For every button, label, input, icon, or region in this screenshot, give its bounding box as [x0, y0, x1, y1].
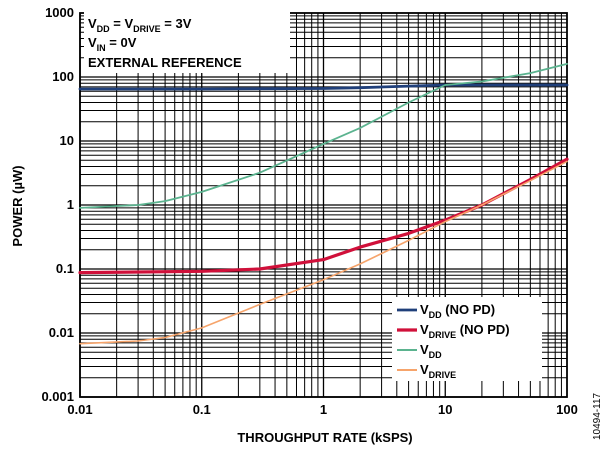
annotation-background — [84, 11, 290, 73]
y-tick-label: 10 — [60, 133, 74, 148]
x-tick-labels: 0.01 0.1 1 10 100 — [67, 402, 578, 417]
x-tick-label: 100 — [556, 402, 578, 417]
series-line-vdrive — [79, 160, 568, 345]
legend-label: VDD — [420, 342, 442, 360]
annotation-box: VDD = VDRIVE = 3V VIN = 0V EXTERNAL REFE… — [84, 11, 290, 73]
figure-id: 10494-117 — [592, 392, 603, 440]
y-tick-labels: 0.001 0.01 0.1 1 10 100 1000 — [41, 5, 74, 404]
y-axis-title: POWER (µW) — [10, 165, 25, 246]
annotation-input: VIN = 0V — [88, 35, 137, 53]
legend-label: VDD (NO PD) — [420, 302, 495, 320]
x-tick-label: 0.01 — [67, 402, 92, 417]
y-tick-label: 0.001 — [41, 389, 74, 404]
series-lines — [78, 63, 569, 345]
y-tick-label: 1 — [67, 197, 74, 212]
y-tick-label: 1000 — [45, 5, 74, 20]
plot-border — [79, 12, 568, 398]
y-tick-label: 0.01 — [49, 325, 74, 340]
y-tick-label: 100 — [52, 69, 74, 84]
annotation-reference: EXTERNAL REFERENCE — [88, 55, 242, 70]
annotation-supply: VDD = VDRIVE = 3V — [88, 16, 192, 34]
plot-frame — [79, 12, 568, 398]
x-tick-label: 0.1 — [193, 402, 211, 417]
y-tick-label: 0.1 — [56, 261, 74, 276]
legend-label: VDRIVE — [420, 362, 456, 380]
legend-label: VDRIVE (NO PD) — [420, 322, 510, 340]
series-line-vdd — [79, 63, 568, 209]
x-tick-label: 10 — [438, 402, 452, 417]
x-tick-label: 1 — [320, 402, 327, 417]
legend: VDD (NO PD) VDRIVE (NO PD) VDD VDRIVE — [392, 297, 542, 381]
x-axis-title: THROUGHPUT RATE (kSPS) — [237, 430, 412, 445]
